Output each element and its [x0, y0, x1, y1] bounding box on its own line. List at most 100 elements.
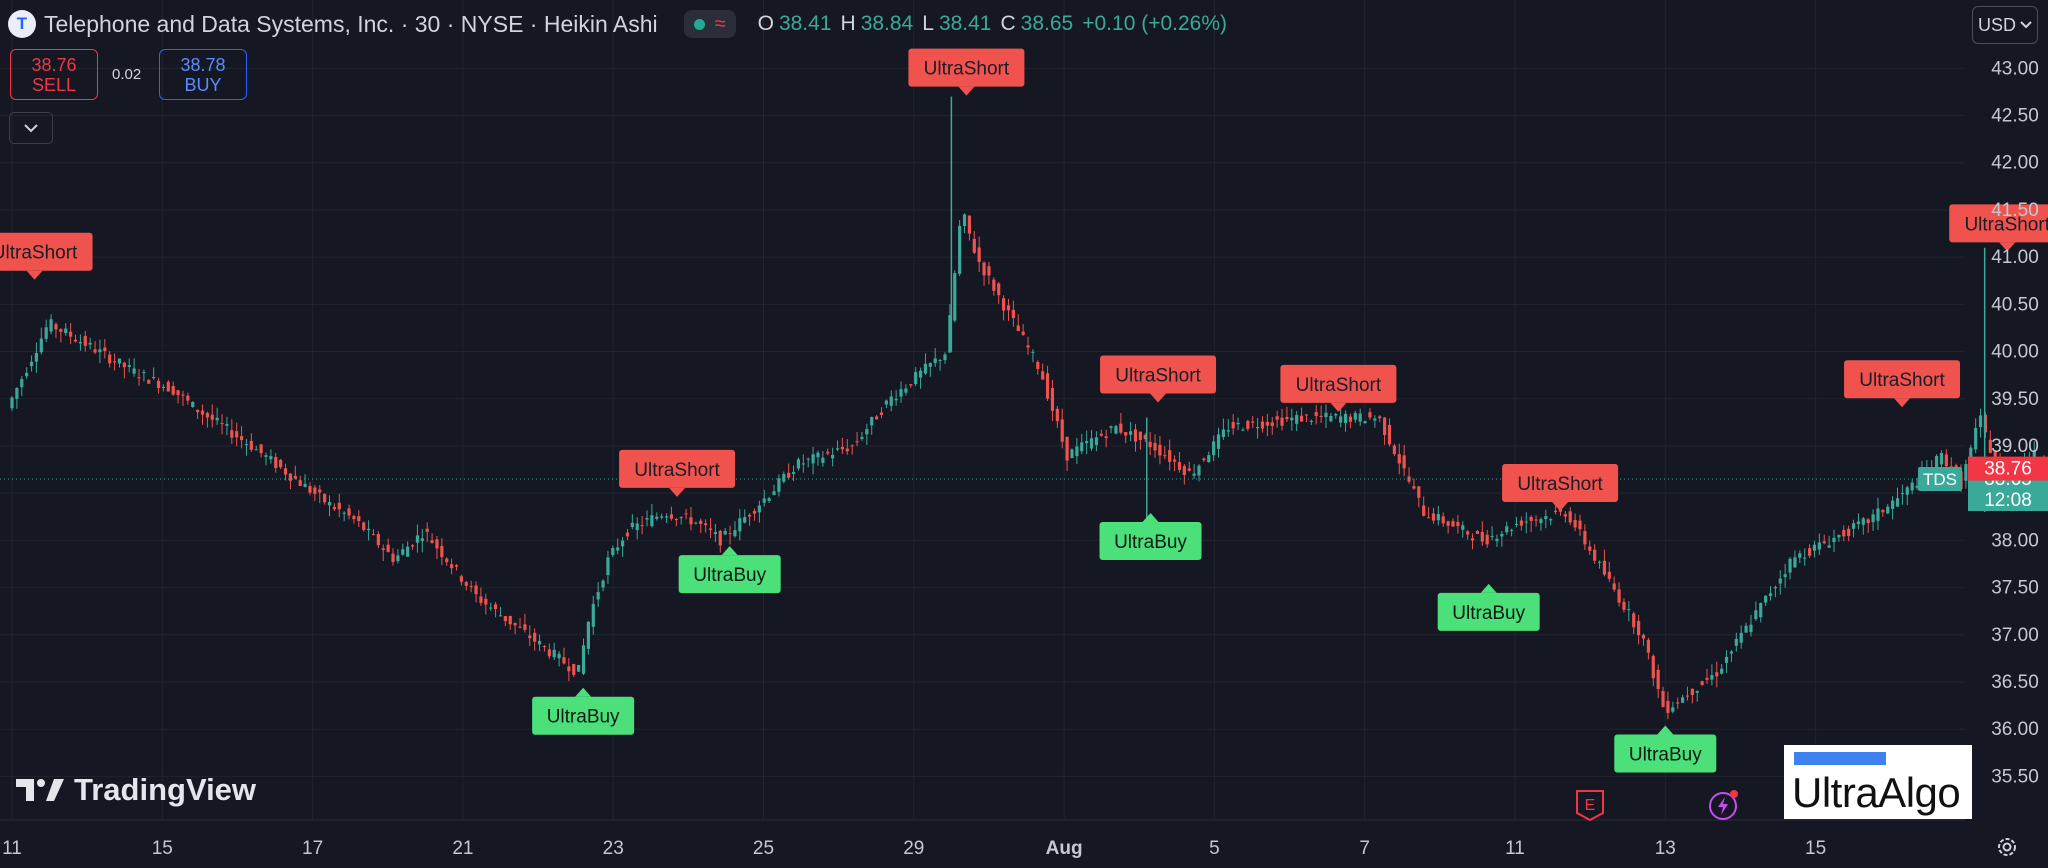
candle-body: [493, 604, 498, 609]
symbol-title[interactable]: Telephone and Data Systems, Inc. · 30 · …: [44, 10, 658, 37]
collapse-legend-button[interactable]: [9, 112, 53, 144]
candle-body: [1226, 430, 1230, 432]
candle-body: [181, 394, 185, 396]
buy-button[interactable]: 38.78 BUY: [159, 49, 247, 100]
candle-body: [410, 545, 415, 547]
ultrashort-signal[interactable]: UltraShort: [1502, 464, 1619, 512]
chart-settings-button[interactable]: [1990, 830, 2024, 864]
earnings-event-icon[interactable]: E: [1574, 789, 1606, 821]
candle-body: [1094, 437, 1099, 446]
candle-body: [1514, 523, 1519, 525]
candle-body: [1729, 651, 1734, 654]
candle-body: [503, 616, 507, 621]
sell-button[interactable]: 38.76 SELL: [10, 49, 98, 100]
candle-body: [860, 436, 864, 439]
y-tick-label: 37.50: [1991, 578, 2039, 599]
candle-body: [1529, 517, 1533, 521]
signal-box: [1100, 355, 1217, 394]
candle-body: [1573, 519, 1577, 528]
ultrabuy-signal[interactable]: UltraBuy: [532, 687, 635, 735]
candle-body: [1065, 436, 1069, 461]
market-status-pill[interactable]: ≈: [683, 10, 736, 38]
signal-label: UltraShort: [1115, 365, 1201, 386]
candle-body: [415, 535, 420, 543]
dividend-event-icon[interactable]: [1707, 789, 1739, 821]
ultrashort-signal[interactable]: UltraShort: [908, 48, 1025, 96]
signal-label: UltraBuy: [547, 707, 620, 728]
candle-body: [1441, 516, 1445, 524]
candle-body: [1041, 371, 1045, 380]
ultrabuy-signal[interactable]: UltraBuy: [1437, 583, 1540, 631]
candle-body: [39, 338, 43, 353]
x-tick-label: 15: [152, 838, 173, 859]
candle-body: [533, 632, 537, 642]
symbol-logo-icon[interactable]: T: [8, 10, 36, 38]
candle-body: [1637, 620, 1641, 636]
candle-body: [1251, 421, 1255, 423]
ultrabuy-signal[interactable]: UltraBuy: [1614, 725, 1717, 773]
candle-body: [1822, 541, 1826, 544]
time-axis[interactable]: 11 15 17 21 23 25 29 Aug 5 7 11 13 15: [2, 838, 1826, 859]
candle-body: [1905, 487, 1909, 495]
candle-body: [1431, 513, 1436, 521]
candle-body: [313, 487, 317, 494]
candle-body: [230, 430, 234, 438]
candle-body: [1172, 459, 1177, 462]
bid-price-value: 38.76: [1984, 459, 2032, 480]
candle-body: [1881, 510, 1885, 513]
candle-body: [1265, 421, 1269, 426]
ultrashort-signal[interactable]: UltraShort: [0, 232, 93, 280]
ultraalgo-text: UltraAlgo: [1792, 769, 1961, 816]
ultrabuy-signal[interactable]: UltraBuy: [1099, 513, 1202, 561]
chevron-down-icon: [24, 124, 38, 133]
candle-body: [308, 486, 312, 493]
candle-body: [1422, 505, 1426, 516]
candle-body: [479, 596, 483, 603]
candle-body: [303, 483, 307, 488]
candle-body: [1671, 707, 1675, 712]
ultrashort-signal[interactable]: UltraShort: [1100, 355, 1217, 403]
candle-body: [596, 592, 600, 600]
candle-body: [1045, 373, 1050, 399]
candle-body: [1456, 522, 1460, 527]
candle-body: [1744, 625, 1748, 633]
candle-body: [445, 558, 449, 563]
candle-body: [381, 548, 385, 550]
candle-body: [1143, 434, 1147, 440]
candle-body: [875, 416, 879, 420]
candle-body: [1602, 560, 1607, 575]
ultrabuy-signal[interactable]: UltraBuy: [678, 546, 781, 594]
ultrashort-signal[interactable]: UltraShort: [1280, 364, 1397, 412]
candle-body: [1163, 455, 1167, 457]
candle-body: [699, 520, 703, 525]
currency-selector[interactable]: USD: [1972, 6, 2038, 44]
candle-body: [1705, 677, 1709, 680]
x-tick-label: 7: [1359, 838, 1370, 859]
candle-body: [620, 540, 625, 547]
ultraalgo-watermark: UltraAlgo: [1784, 745, 1972, 819]
ultrashort-signal[interactable]: UltraShort: [1949, 204, 2048, 252]
candle-body: [606, 557, 610, 576]
candle-body: [1358, 413, 1362, 422]
candle-body: [386, 544, 390, 552]
candle-body: [537, 640, 542, 645]
price-axis[interactable]: 43.00 42.50 42.00 41.50 41.00 40.50 40.00 39.50…: [1968, 58, 2048, 787]
signal-box: [1437, 592, 1540, 631]
candle-body: [992, 279, 996, 291]
candle-body: [147, 380, 151, 384]
candle-body: [650, 515, 654, 527]
candle-body: [1622, 601, 1626, 610]
candle-body: [845, 448, 849, 452]
y-tick-label: 42.00: [1991, 153, 2039, 174]
candle-body: [1280, 417, 1284, 426]
y-tick-label: 41.00: [1991, 247, 2039, 268]
ultrashort-signal[interactable]: UltraShort: [1844, 360, 1961, 408]
candle-body: [1299, 415, 1304, 422]
ultrashort-signal[interactable]: UltraShort: [619, 449, 736, 497]
candle-body: [1803, 557, 1807, 559]
tradingview-logo[interactable]: TradingView: [16, 772, 256, 808]
candle-body: [782, 473, 786, 482]
candle-body: [918, 370, 923, 378]
candle-body: [1549, 519, 1553, 521]
